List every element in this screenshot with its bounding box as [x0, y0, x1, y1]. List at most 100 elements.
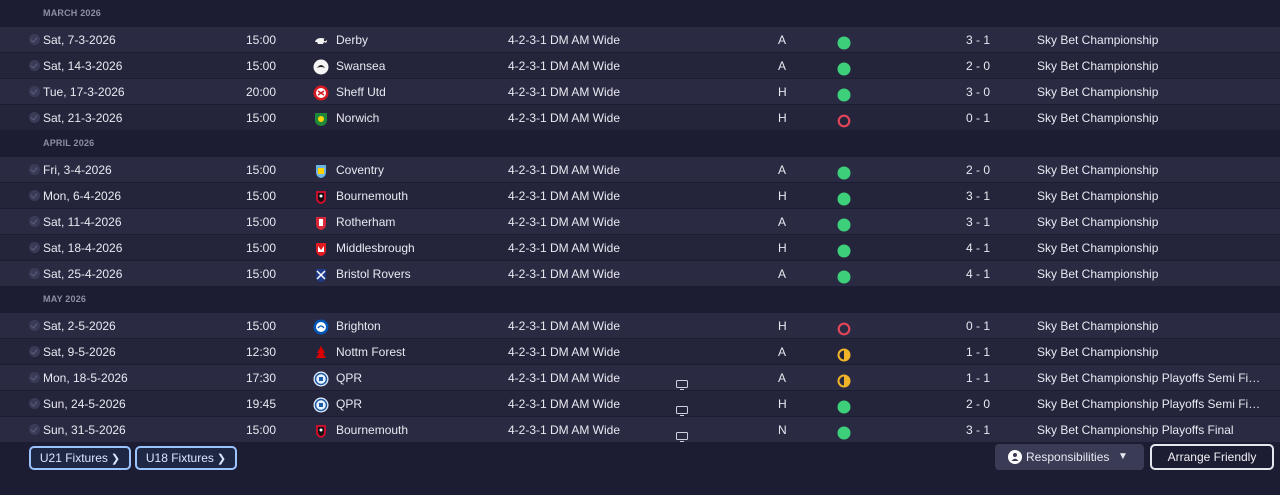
fixture-row[interactable]: Sat, 9-5-2026 12:30 Nottm Forest 4-2-3-1… [0, 338, 1280, 364]
fixture-row[interactable]: Mon, 6-4-2026 15:00 Bournemouth 4-2-3-1 … [0, 182, 1280, 208]
fixture-score[interactable]: 4 - 1 [965, 241, 990, 255]
arrange-friendly-label: Arrange Friendly [1167, 450, 1257, 464]
fixture-row[interactable]: Sat, 11-4-2026 15:00 Rotherham 4-2-3-1 D… [0, 208, 1280, 234]
fixture-date: Sat, 7-3-2026 [43, 33, 116, 47]
fixture-tactic: 4-2-3-1 DM AM Wide [508, 423, 621, 437]
competition-link[interactable]: Sky Bet Championship Playoffs Final [1037, 423, 1234, 437]
u21-fixtures-button[interactable]: U21 Fixtures ❯ [29, 446, 131, 470]
rotherham-crest-icon [313, 214, 329, 230]
opponent-link[interactable]: Brighton [336, 319, 381, 333]
fixture-score[interactable]: 1 - 1 [965, 345, 990, 359]
responsibilities-button[interactable]: Responsibilities ▼ [995, 444, 1144, 470]
fixture-score[interactable]: 1 - 1 [965, 371, 990, 385]
fixture-venue: H [778, 319, 787, 333]
opponent-link[interactable]: Coventry [336, 163, 385, 177]
bournemouth-crest-icon [313, 188, 329, 204]
competition-link[interactable]: Sky Bet Championship [1037, 215, 1159, 229]
competition-link[interactable]: Sky Bet Championship [1037, 33, 1159, 47]
fixture-time: 15:00 [246, 423, 277, 437]
competition-link[interactable]: Sky Bet Championship [1037, 85, 1159, 99]
fixture-venue: A [778, 267, 787, 281]
fixture-row[interactable]: Fri, 3-4-2026 15:00 Coventry 4-2-3-1 DM … [0, 156, 1280, 182]
fixture-venue: A [778, 163, 787, 177]
opponent-link[interactable]: QPR [336, 397, 363, 411]
opponent-link[interactable]: Sheff Utd [336, 85, 386, 99]
fixture-venue: H [778, 189, 787, 203]
tv-icon [676, 373, 688, 390]
opponent-link[interactable]: QPR [336, 371, 363, 385]
bournemouth-crest-icon [313, 422, 329, 438]
fixture-date: Sat, 14-3-2026 [43, 59, 123, 73]
fixture-time: 15:00 [246, 319, 277, 333]
fixture-venue: N [778, 423, 787, 437]
competition-link[interactable]: Sky Bet Championship [1037, 163, 1159, 177]
nottm-forest-crest-icon [313, 344, 329, 360]
competition-link[interactable]: Sky Bet Championship [1037, 241, 1159, 255]
fixture-tactic: 4-2-3-1 DM AM Wide [508, 267, 621, 281]
chevron-right-icon: ❯ [216, 453, 227, 465]
fixture-date: Sun, 31-5-2026 [43, 423, 126, 437]
opponent-link[interactable]: Bournemouth [336, 189, 409, 203]
fixture-date: Mon, 6-4-2026 [43, 189, 122, 203]
opponent-link[interactable]: Middlesbrough [336, 241, 415, 255]
fixture-score[interactable]: 3 - 1 [965, 215, 990, 229]
fixture-tactic: 4-2-3-1 DM AM Wide [508, 59, 621, 73]
competition-link[interactable]: Sky Bet Championship [1037, 111, 1159, 125]
fixture-row[interactable]: Mon, 18-5-2026 17:30 QPR 4-2-3-1 DM AM W… [0, 364, 1280, 390]
fixture-date: Sat, 11-4-2026 [43, 215, 122, 229]
fixture-row[interactable]: Sat, 14-3-2026 15:00 Swansea 4-2-3-1 DM … [0, 52, 1280, 78]
opponent-link[interactable]: Bristol Rovers [336, 267, 411, 281]
fixture-score[interactable]: 2 - 0 [965, 163, 990, 177]
fixture-row[interactable]: Sun, 31-5-2026 15:00 Bournemouth 4-2-3-1… [0, 416, 1280, 442]
result-draw-icon [837, 371, 851, 388]
fixture-row[interactable]: Sat, 21-3-2026 15:00 Norwich 4-2-3-1 DM … [0, 104, 1280, 130]
opponent-link[interactable]: Swansea [336, 59, 386, 73]
competition-link[interactable]: Sky Bet Championship [1037, 59, 1159, 73]
competition-link[interactable]: Sky Bet Championship [1037, 189, 1159, 203]
fixture-score[interactable]: 2 - 0 [965, 397, 990, 411]
u18-fixtures-button[interactable]: U18 Fixtures ❯ [135, 446, 237, 470]
opponent-link[interactable]: Bournemouth [336, 423, 409, 437]
fixture-row[interactable]: Sat, 25-4-2026 15:00 Bristol Rovers 4-2-… [0, 260, 1280, 286]
fixture-venue: H [778, 241, 787, 255]
responsibilities-label: Responsibilities [1026, 450, 1110, 464]
result-win-icon [837, 85, 851, 102]
fixture-score[interactable]: 2 - 0 [965, 59, 990, 73]
check-icon [29, 372, 40, 383]
fixture-row[interactable]: Sat, 18-4-2026 15:00 Middlesbrough 4-2-3… [0, 234, 1280, 260]
fixture-tactic: 4-2-3-1 DM AM Wide [508, 85, 621, 99]
arrange-friendly-button[interactable]: Arrange Friendly [1150, 444, 1274, 470]
opponent-link[interactable]: Derby [336, 33, 369, 47]
opponent-link[interactable]: Norwich [336, 111, 380, 125]
result-loss-icon [837, 319, 851, 336]
month-header: APRIL 2026 [43, 138, 95, 148]
fixture-score[interactable]: 3 - 0 [965, 85, 990, 99]
result-win-icon [837, 423, 851, 440]
fixture-row[interactable]: Sun, 24-5-2026 19:45 QPR 4-2-3-1 DM AM W… [0, 390, 1280, 416]
competition-link[interactable]: Sky Bet Championship [1037, 267, 1159, 281]
month-header: MARCH 2026 [43, 8, 102, 18]
check-icon [29, 346, 40, 357]
fixture-score[interactable]: 3 - 1 [965, 189, 990, 203]
result-win-icon [837, 189, 851, 206]
fixture-score[interactable]: 0 - 1 [965, 111, 990, 125]
fixture-score[interactable]: 3 - 1 [965, 33, 990, 47]
result-win-icon [837, 241, 851, 258]
fixture-tactic: 4-2-3-1 DM AM Wide [508, 319, 621, 333]
competition-link[interactable]: Sky Bet Championship [1037, 345, 1159, 359]
opponent-link[interactable]: Nottm Forest [336, 345, 406, 359]
fixture-row[interactable]: Sat, 2-5-2026 15:00 Brighton 4-2-3-1 DM … [0, 312, 1280, 338]
fixture-time: 15:00 [246, 267, 277, 281]
fixture-row[interactable]: Tue, 17-3-2026 20:00 Sheff Utd 4-2-3-1 D… [0, 78, 1280, 104]
fixture-venue: H [778, 111, 787, 125]
fixture-row[interactable]: Sat, 7-3-2026 15:00 Derby 4-2-3-1 DM AM … [0, 26, 1280, 52]
fixture-score[interactable]: 0 - 1 [965, 319, 990, 333]
competition-link[interactable]: Sky Bet Championship Playoffs Semi Final [1037, 371, 1262, 385]
fixture-score[interactable]: 4 - 1 [965, 267, 990, 281]
competition-link[interactable]: Sky Bet Championship Playoffs Semi Final [1037, 397, 1262, 411]
competition-link[interactable]: Sky Bet Championship [1037, 319, 1159, 333]
fixture-score[interactable]: 3 - 1 [965, 423, 990, 437]
opponent-link[interactable]: Rotherham [336, 215, 396, 229]
u18-fixtures-label: U18 Fixtures [145, 451, 214, 465]
result-win-icon [837, 267, 851, 284]
